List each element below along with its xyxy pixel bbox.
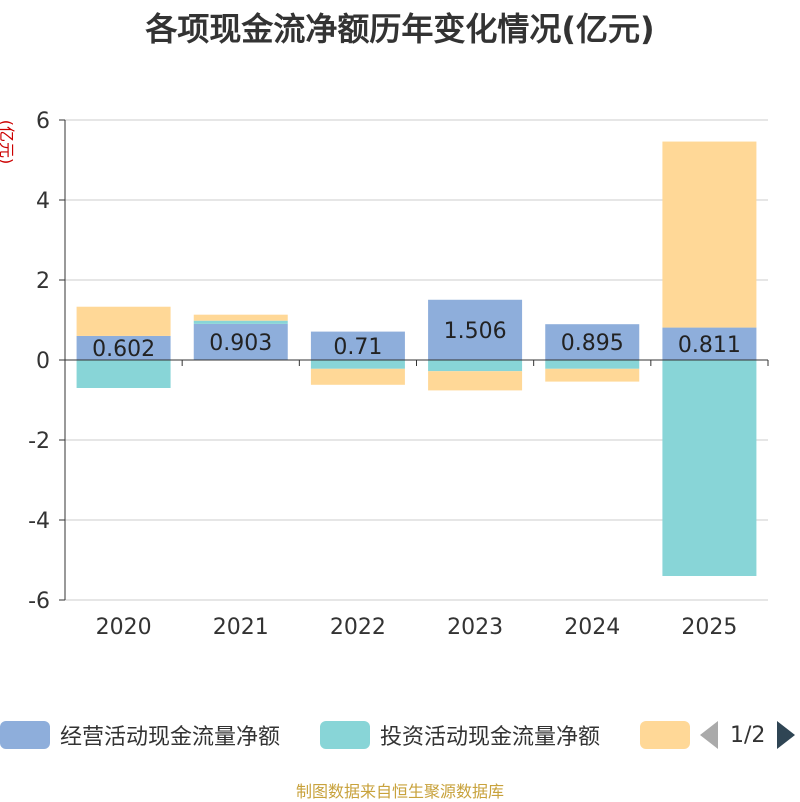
legend-item-operating[interactable]: 经营活动现金流量净额 [0,720,280,750]
y-tick-label-5: 4 [36,189,50,214]
x-tick-label-2022: 2022 [330,615,386,640]
y-tick-label-1: -4 [28,509,50,534]
data-label-2022: 0.71 [333,335,382,360]
bar-2022-series-0 [310,331,405,360]
bar-2021-series-0 [193,323,288,360]
source-note: 制图数据来自恒生聚源数据库 [295,782,504,801]
y-tick-label-6: 6 [36,109,50,134]
bar-2025-series-0 [662,327,757,360]
bar-2022-series-1 [310,360,405,369]
y-tick-label-0: -6 [28,589,50,614]
bar-2020-series-1 [76,360,171,388]
legend-label-investing: 投资活动现金流量净额 [380,725,601,750]
bar-2024-series-2 [545,368,640,382]
pager-prev-icon[interactable] [700,721,718,749]
pager-text: 1/2 [730,722,766,748]
bar-2021-series-2 [193,314,288,321]
data-label-2025: 0.811 [678,333,741,358]
x-tick-label-2024: 2024 [564,615,620,640]
legend-item-investing[interactable]: 投资活动现金流量净额 [320,720,600,750]
data-label-2023: 1.506 [444,319,507,344]
x-tick-label-2021: 2021 [213,615,269,640]
bar-2023-series-2 [428,371,523,391]
bar-2025-series-1 [662,360,757,576]
bar-2020-series-2 [76,306,171,336]
legend-pager: 1/2 [700,718,796,752]
bar-2024-series-1 [545,360,640,369]
legend-swatch-operating [0,721,50,749]
y-axis-label: (亿元) [0,120,16,165]
data-label-2021: 0.903 [209,331,272,356]
data-label-2024: 0.895 [561,331,624,356]
bar-2023-series-0 [428,299,523,360]
pager-next-icon[interactable] [777,721,796,749]
data-label-2020: 0.602 [92,337,155,362]
bar-2022-series-2 [310,368,405,385]
legend-swatch-investing [320,721,370,749]
legend-swatch-financing [640,721,690,749]
bar-2025-series-2 [662,141,757,328]
y-tick-label-3: 0 [36,349,50,374]
legend-item-financing[interactable] [640,720,690,750]
legend-label-operating: 经营活动现金流量净额 [60,725,281,750]
y-tick-label-4: 2 [36,269,50,294]
x-tick-label-2025: 2025 [681,615,737,640]
legend: 经营活动现金流量净额 投资活动现金流量净额 1/2 [0,716,800,756]
y-tick-label-2: -2 [28,429,50,454]
bar-2021-series-1 [193,320,288,324]
bar-2020-series-0 [76,335,171,360]
x-tick-label-2023: 2023 [447,615,503,640]
x-tick-label-2020: 2020 [96,615,152,640]
chart-title: 各项现金流净额历年变化情况(亿元) [145,10,655,48]
bar-2023-series-1 [428,360,523,372]
bar-2024-series-0 [545,324,640,360]
